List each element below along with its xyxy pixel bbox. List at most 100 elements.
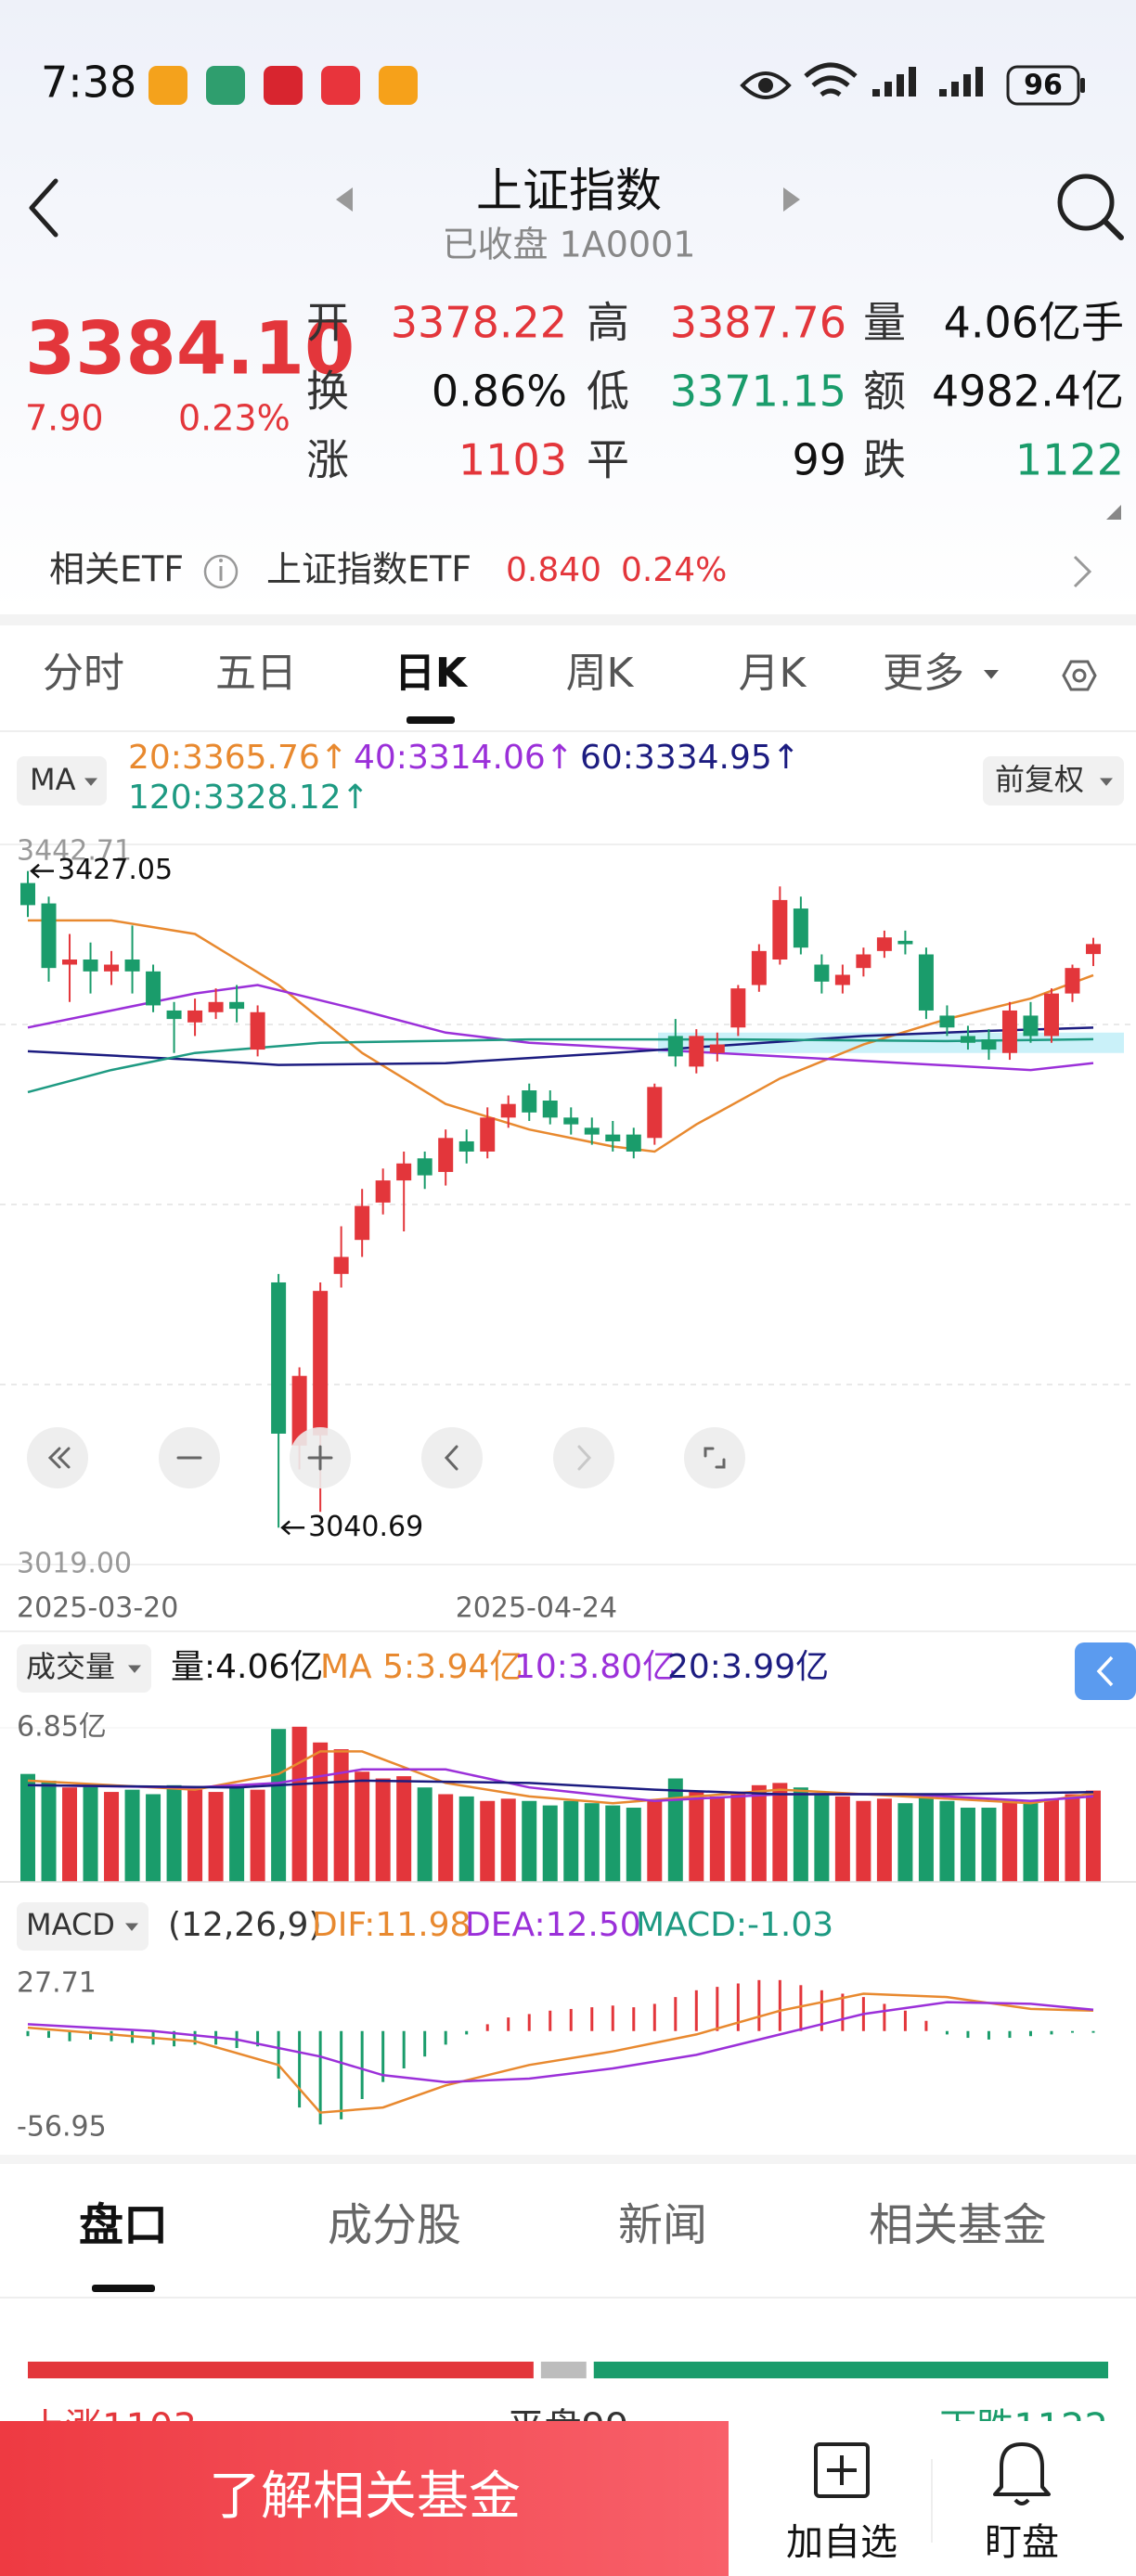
side-panel-tab[interactable] bbox=[1075, 1642, 1136, 1700]
detail-tab[interactable]: 成分股 bbox=[328, 2199, 461, 2251]
signal-bar bbox=[872, 89, 880, 97]
ma-legend: 120:3328.12↑ bbox=[128, 779, 369, 817]
y-tick-label: 3442.71 bbox=[17, 835, 132, 868]
volume-bar bbox=[1023, 1803, 1039, 1882]
etf-more[interactable] bbox=[1073, 555, 1092, 588]
volume-bar bbox=[20, 1773, 35, 1882]
back-button[interactable] bbox=[29, 178, 58, 238]
watch-icon[interactable] bbox=[814, 2442, 870, 2498]
search-button[interactable] bbox=[1057, 174, 1115, 231]
indicator-select[interactable] bbox=[17, 1902, 148, 1951]
period-tab[interactable]: 分时 bbox=[43, 650, 124, 697]
period-tab[interactable]: 更多 bbox=[883, 650, 964, 697]
candle-body bbox=[500, 1103, 516, 1118]
candle-body bbox=[375, 1180, 391, 1203]
volume-bar bbox=[814, 1794, 830, 1882]
volume-bar bbox=[584, 1803, 600, 1882]
candle-body bbox=[584, 1127, 600, 1135]
candle-body bbox=[187, 1010, 203, 1023]
candle-body bbox=[124, 960, 140, 972]
watch-icon-plus bbox=[827, 2455, 857, 2485]
candle-body bbox=[856, 954, 871, 969]
expand-corner[interactable] bbox=[1106, 505, 1121, 520]
candle-body bbox=[960, 1036, 975, 1043]
quote-label: 高 bbox=[587, 298, 629, 348]
signal-bar bbox=[939, 89, 947, 97]
app-icon bbox=[379, 66, 418, 105]
detail-tab[interactable]: 相关基金 bbox=[869, 2199, 1047, 2251]
ma-line bbox=[27, 984, 1094, 1072]
chart-control-icon bbox=[704, 1447, 726, 1469]
volume-bar bbox=[1086, 1790, 1101, 1882]
last-price: 3384.10 bbox=[25, 307, 355, 391]
monitor-label[interactable]: 盯盘 bbox=[985, 2521, 1059, 2564]
macd-legend: MACD:-1.03 bbox=[636, 1906, 833, 1944]
breadth-segment bbox=[28, 2362, 534, 2378]
signal-bar bbox=[951, 82, 959, 97]
info-icon bbox=[203, 554, 239, 589]
chart-control[interactable] bbox=[421, 1427, 483, 1488]
volume-bar bbox=[522, 1800, 537, 1882]
detail-tab[interactable]: 盘口 bbox=[79, 2199, 168, 2251]
watch-label[interactable]: 加自选 bbox=[786, 2521, 897, 2564]
etf-name[interactable]: 上证指数ETF bbox=[266, 549, 471, 590]
volume-bar bbox=[563, 1800, 579, 1882]
period-tab[interactable]: 月K bbox=[739, 650, 807, 697]
adjust-select[interactable] bbox=[983, 756, 1124, 805]
next-index[interactable] bbox=[783, 187, 800, 212]
extreme-arrow bbox=[280, 1520, 305, 1536]
quote-label: 涨 bbox=[306, 435, 349, 485]
page-title: 上证指数 bbox=[476, 164, 662, 218]
prev-index[interactable] bbox=[336, 187, 353, 212]
volume-bar bbox=[313, 1742, 329, 1882]
candle-body bbox=[981, 1039, 997, 1050]
signal-bar bbox=[884, 82, 892, 97]
candle-body bbox=[229, 1001, 245, 1010]
active-tab-indicator bbox=[407, 716, 455, 724]
eye-pupil bbox=[758, 78, 773, 93]
indicator-name: MACD bbox=[26, 1907, 115, 1942]
volume-bar bbox=[772, 1783, 788, 1882]
ma-legend: 20:3365.76↑ bbox=[128, 739, 348, 777]
detail-tab[interactable]: 新闻 bbox=[618, 2199, 707, 2251]
volume-bar bbox=[960, 1808, 975, 1882]
candle-body bbox=[166, 1010, 182, 1020]
period-tab[interactable]: 周K bbox=[566, 650, 635, 697]
volume-ma-line bbox=[27, 1768, 1094, 1803]
period-tab[interactable]: 五日 bbox=[215, 650, 297, 697]
macd-legend: DIF:11.98 bbox=[312, 1906, 471, 1944]
volume-bar bbox=[876, 1798, 892, 1882]
candle-body bbox=[396, 1163, 412, 1181]
volume-bar bbox=[271, 1729, 287, 1882]
signal-bar bbox=[909, 67, 916, 97]
candle-body bbox=[667, 1036, 683, 1057]
settings-icon[interactable] bbox=[1062, 660, 1097, 691]
active-detail-indicator bbox=[92, 2285, 155, 2292]
chart-control[interactable] bbox=[553, 1427, 614, 1488]
volume-bar bbox=[480, 1800, 496, 1882]
candle-body bbox=[458, 1140, 474, 1152]
indicator-select[interactable] bbox=[17, 756, 107, 805]
candle-body bbox=[1065, 968, 1080, 994]
candle-body bbox=[522, 1090, 537, 1113]
volume-bar bbox=[187, 1789, 203, 1882]
candle-body bbox=[146, 971, 161, 1006]
quote-label: 量 bbox=[863, 298, 906, 348]
quote-value: 3378.22 bbox=[391, 298, 567, 348]
monitor-icon[interactable] bbox=[993, 2442, 1051, 2505]
quote-value: 3371.15 bbox=[670, 367, 846, 417]
volume-bar bbox=[689, 1792, 704, 1882]
quote-value: 3387.76 bbox=[670, 298, 846, 348]
indicator-select[interactable] bbox=[17, 1644, 151, 1693]
period-tab[interactable]: 日K bbox=[394, 650, 469, 697]
chart-control[interactable] bbox=[684, 1427, 745, 1488]
candle-body bbox=[1043, 993, 1059, 1037]
candle-body bbox=[480, 1117, 496, 1152]
candle-body bbox=[939, 1015, 955, 1028]
volume-bar bbox=[208, 1792, 224, 1882]
candle-body bbox=[355, 1205, 370, 1241]
macd-params: (12,26,9) bbox=[168, 1906, 322, 1944]
candle-body bbox=[563, 1117, 579, 1125]
primary-button[interactable] bbox=[0, 2421, 729, 2576]
etf-change: 0.24% bbox=[621, 551, 727, 589]
